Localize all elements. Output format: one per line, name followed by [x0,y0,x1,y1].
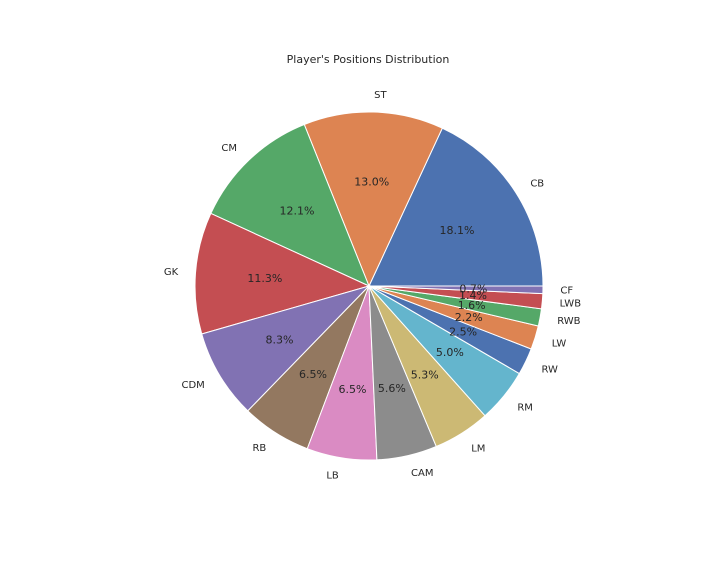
percent-label-cf: 0.7% [459,282,487,295]
pie-slice-cm [210,123,370,287]
percent-label-lwb: 1.4% [459,289,487,302]
percent-label-lm: 5.3% [411,368,439,381]
category-label-cb: CB [530,179,544,190]
category-label-rm: RM [517,402,533,413]
category-label-st: ST [374,90,387,101]
category-label-rw: RW [541,365,558,376]
pie-slice-gk [194,212,371,335]
pie-slice-cb [368,127,544,287]
category-label-cf: CF [560,286,573,297]
percent-label-rb: 6.5% [299,368,327,381]
category-label-lwb: LWB [560,298,582,309]
category-label-cam: CAM [411,468,433,479]
pie-slice-cf [368,285,544,295]
pie-slice-cdm [201,285,371,412]
percent-label-rm: 5.0% [436,346,464,359]
category-label-lw: LW [552,338,567,349]
category-label-gk: GK [164,267,179,278]
percent-label-cdm: 8.3% [265,334,293,347]
category-label-rb: RB [252,443,266,454]
category-label-cdm: CDM [182,380,205,391]
percent-labels: 18.1% 13.0% 12.1% 11.3% 8.3% 6.5% 6.5% 5.6% 5.3%… [247,176,487,396]
percent-label-cm: 12.1% [280,204,315,217]
percent-label-lw: 2.2% [455,311,483,324]
chart-title: Player's Positions Distribution [287,53,450,66]
percent-label-lb: 6.5% [339,383,367,396]
percent-label-cb: 18.1% [440,224,475,237]
category-label-rwb: RWB [557,316,580,327]
category-label-cm: CM [221,143,237,154]
percent-label-st: 13.0% [354,176,389,189]
percent-label-cam: 5.6% [378,382,406,395]
category-label-lb: LB [326,471,339,482]
category-label-lm: LM [471,443,485,454]
percent-label-rwb: 1.6% [458,299,486,312]
percent-label-rw: 2.5% [449,325,477,338]
percent-label-gk: 11.3% [247,272,282,285]
pie-slice-st [303,111,443,288]
pie-slices [194,111,544,461]
